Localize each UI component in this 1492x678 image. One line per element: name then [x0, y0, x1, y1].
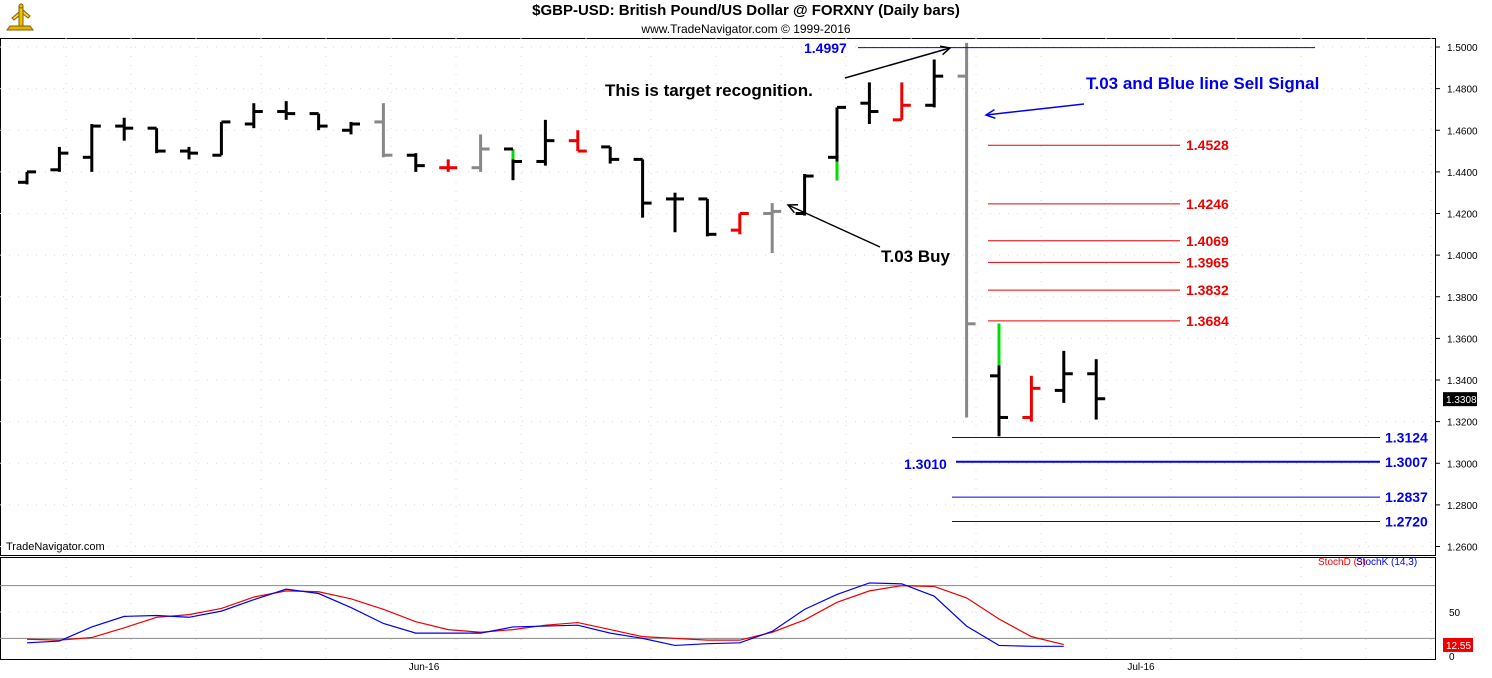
watermark: TradeNavigator.com	[6, 541, 105, 553]
arrow-buy-head	[786, 204, 799, 214]
osc-last-value-label: 12.55	[1446, 641, 1471, 652]
ohlc-bar	[82, 124, 101, 172]
ohlc-bar	[309, 112, 328, 131]
last-price-box	[1443, 392, 1477, 407]
ohlc-bar	[730, 212, 749, 235]
ohlc-bar	[374, 103, 393, 158]
annotation-buy: T.03 Buy	[881, 247, 951, 266]
ohlc-bar	[698, 197, 717, 237]
y-tick-label: 1.4600	[1447, 126, 1478, 137]
stoch-k-line	[26, 582, 1064, 647]
ohlc-bar	[990, 323, 1008, 437]
ohlc-bar	[115, 117, 134, 141]
label-top-line: 1.4997	[804, 40, 847, 56]
ohlc-bar	[504, 147, 522, 181]
target-label-blue: 1.2720	[1385, 514, 1428, 530]
y-tick-label: 1.5000	[1447, 43, 1478, 54]
x-tick-jul: Jul-16	[1127, 662, 1155, 673]
ohlc-bar	[244, 103, 263, 129]
y-tick-label: 1.4400	[1447, 168, 1478, 179]
oscillator-panel-border	[0, 557, 1436, 660]
ohlc-bar	[18, 170, 36, 185]
stoch-d-line	[26, 584, 1064, 646]
ohlc-bar	[536, 119, 555, 166]
ohlc-bar	[763, 203, 782, 254]
osc-tick-label: 0	[1449, 652, 1455, 663]
trade-navigator-logo-icon[interactable]	[3, 2, 37, 34]
ohlc-bar	[795, 173, 814, 216]
ohlc-bar	[180, 146, 198, 160]
ohlc-bar	[828, 105, 846, 181]
osc-tick-label: 50	[1449, 608, 1461, 619]
y-tick-label: 1.3600	[1447, 334, 1478, 345]
target-label-red: 1.3684	[1186, 313, 1229, 329]
y-tick-label: 1.4000	[1447, 251, 1478, 262]
ohlc-bar	[925, 59, 944, 108]
y-tick-label: 1.4800	[1447, 85, 1478, 96]
arrow-target-recognition-head	[940, 45, 952, 56]
chart-subtitle: www.TradeNavigator.com © 1999-2016	[641, 22, 851, 36]
ohlc-bar	[666, 192, 684, 233]
arrow-buy	[787, 204, 881, 248]
y-tick-label: 1.3800	[1447, 293, 1478, 304]
y-tick-label: 1.4200	[1447, 210, 1478, 221]
y-tick-label: 1.2600	[1447, 543, 1478, 554]
target-label-blue: 1.3124	[1385, 429, 1428, 445]
target-label-red: 1.4069	[1186, 233, 1229, 249]
annotation-target-recognition: This is target recognition.	[605, 81, 813, 100]
ohlc-bar	[50, 146, 69, 172]
ohlc-bar	[471, 134, 490, 172]
annotation-sell-signal: T.03 and Blue line Sell Signal	[1086, 74, 1319, 93]
ohlc-bar	[439, 159, 458, 172]
arrow-sell-signal	[985, 103, 1085, 116]
target-label-red: 1.4528	[1186, 137, 1229, 153]
ohlc-bar	[406, 153, 425, 172]
ohlc-bar	[212, 120, 231, 157]
ohlc-bar	[601, 145, 620, 164]
label-left-line: 1.3010	[904, 456, 947, 472]
ohlc-bar	[1022, 375, 1041, 422]
target-label-blue: 1.2837	[1385, 489, 1428, 505]
target-label-red: 1.3832	[1186, 282, 1229, 298]
x-tick-jun: Jun-16	[409, 662, 440, 673]
arrow-sell-signal-head	[984, 109, 996, 120]
chart-title: $GBP-USD: British Pound/US Dollar @ FORX…	[532, 2, 960, 19]
legend-stoch-d: StochD (3)	[1318, 557, 1366, 568]
ohlc-bar	[147, 126, 166, 154]
y-tick-label: 1.3400	[1447, 376, 1478, 387]
y-tick-label: 1.2800	[1447, 501, 1478, 512]
ohlc-bar	[860, 82, 879, 125]
ohlc-bar	[342, 121, 360, 135]
ohlc-bar	[892, 82, 911, 122]
ohlc-bar	[1054, 350, 1073, 403]
ohlc-bar	[633, 157, 652, 218]
y-tick-label: 1.3000	[1447, 459, 1478, 470]
target-label-blue: 1.3007	[1385, 454, 1428, 470]
target-label-red: 1.3965	[1186, 254, 1229, 270]
last-price-label: 1.3308	[1446, 395, 1477, 406]
osc-last-value-box	[1443, 637, 1473, 652]
ohlc-bar	[277, 101, 296, 120]
legend-stoch-k: StochK (14,3)	[1356, 557, 1417, 568]
ohlc-bar	[568, 130, 587, 153]
target-label-red: 1.4246	[1186, 196, 1229, 212]
ohlc-bar	[1087, 359, 1106, 420]
ohlc-bar	[957, 42, 976, 418]
arrow-target-recognition	[844, 47, 951, 79]
y-tick-label: 1.3200	[1447, 418, 1478, 429]
